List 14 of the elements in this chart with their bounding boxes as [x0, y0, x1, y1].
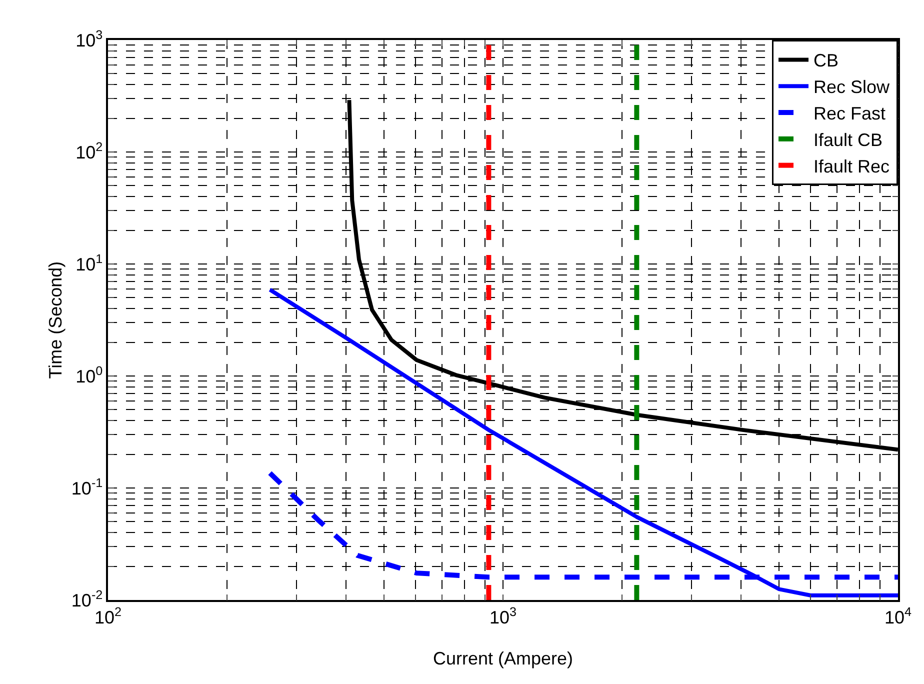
y-axis-title: Time (Second): [46, 261, 66, 379]
legend-label: Rec Fast: [814, 104, 886, 124]
y-tick-label: 10$^{0}$: [76, 364, 103, 386]
legend-label: Rec Slow: [814, 77, 891, 98]
y-tick-label: 10$^{1}$: [76, 252, 103, 274]
x-tick-label: 10$^{4}$: [884, 604, 912, 628]
x-tick-label: 10$^{3}$: [489, 604, 517, 628]
y-tick-label: 10$^{-1}$: [71, 476, 103, 498]
legend-label: CB: [814, 50, 839, 71]
y-tick-label: 10$^{2}$: [76, 140, 103, 162]
legend-label: Ifault Rec: [814, 156, 890, 176]
legend-label: Ifault CB: [814, 130, 883, 150]
y-tick-label: 10$^{3}$: [76, 28, 103, 50]
x-axis-title: Current (Ampere): [432, 648, 574, 668]
